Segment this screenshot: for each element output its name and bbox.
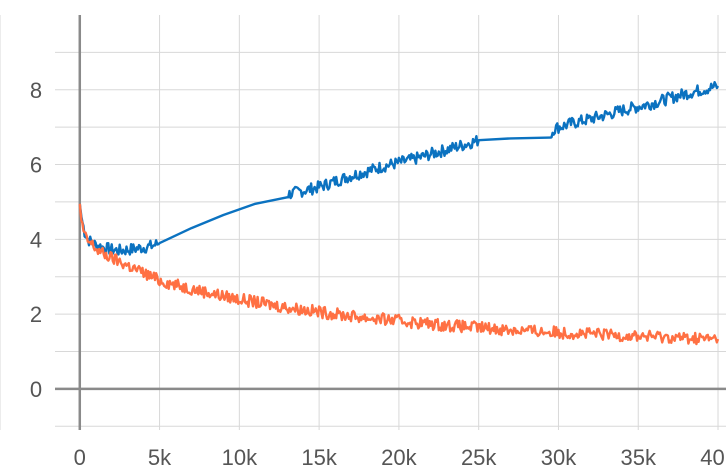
x-tick-label: 30k xyxy=(541,445,577,470)
y-tick-label: 6 xyxy=(30,153,42,178)
x-tick-label: 35k xyxy=(620,445,656,470)
x-tick-label: 40k xyxy=(700,445,726,470)
axes xyxy=(55,15,726,430)
x-tick-label: 10k xyxy=(222,445,258,470)
y-tick-label: 2 xyxy=(30,302,42,327)
y-tick-label: 0 xyxy=(30,377,42,402)
x-tick-label: 0 xyxy=(74,445,86,470)
x-tick-label: 25k xyxy=(461,445,497,470)
x-tick-label: 5k xyxy=(148,445,172,470)
x-tick-labels: 0 5k 10k 15k 20k 25k 30k 35k 40k xyxy=(74,445,726,470)
y-tick-labels: 0 2 4 6 8 xyxy=(30,78,42,402)
grid xyxy=(0,15,726,430)
y-tick-label: 8 xyxy=(30,78,42,103)
x-tick-label: 20k xyxy=(381,445,417,470)
y-tick-label: 4 xyxy=(30,227,42,252)
x-tick-label: 15k xyxy=(301,445,337,470)
